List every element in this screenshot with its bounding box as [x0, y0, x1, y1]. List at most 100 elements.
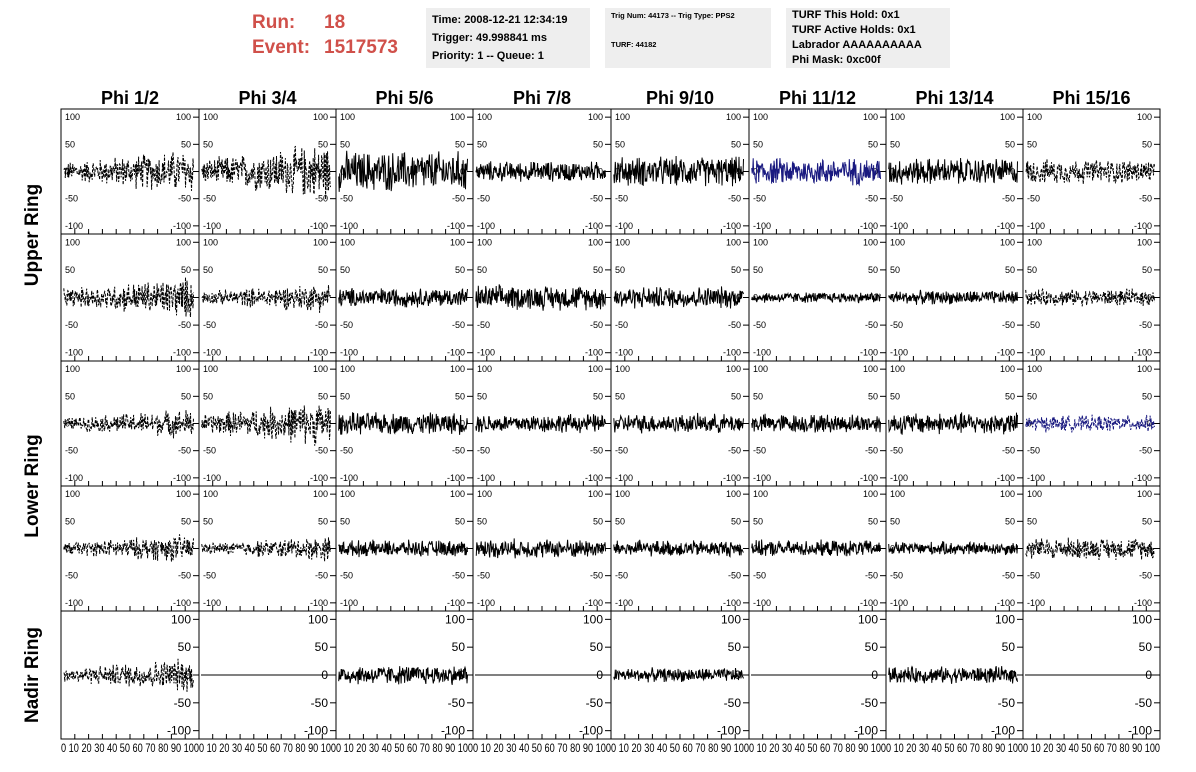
y-tick-label-left: 100	[477, 364, 492, 374]
y-tick-label: 100	[858, 612, 878, 626]
y-tick-label-right: 0	[460, 293, 465, 303]
y-tick-label-right: 50	[868, 139, 878, 149]
waveform-trace	[613, 539, 744, 558]
y-tick-label-left: 50	[65, 265, 75, 275]
y-tick-label-right: -50	[452, 446, 465, 456]
waveform-trace	[613, 412, 744, 434]
x-tick-labels: 0 10 20 30 40 50 60 70 80 90 100	[61, 743, 199, 755]
y-tick-label-left: -100	[615, 221, 633, 231]
y-tick-label-left: 50	[65, 516, 75, 526]
x-tick-labels: 0 10 20 30 40 50 60 70 80 90 100	[749, 743, 886, 755]
y-tick-label-left: -50	[340, 320, 353, 330]
y-tick-label-left: -50	[615, 571, 628, 581]
x-tick-labels: 0 10 20 30 40 50 60 70 80 90 100	[1023, 743, 1160, 755]
y-tick-label-left: -50	[753, 194, 766, 204]
y-tick-label: 50	[865, 640, 879, 654]
y-tick-label-left: -50	[203, 194, 216, 204]
y-tick-label-left: -50	[890, 194, 903, 204]
y-tick-label-right: -100	[860, 221, 878, 231]
waveform-trace	[751, 539, 881, 557]
y-tick-label-right: 50	[731, 391, 741, 401]
y-tick-label-left: 100	[203, 112, 218, 122]
y-tick-label: -100	[1128, 724, 1152, 738]
y-tick-label-right: 50	[593, 516, 603, 526]
y-tick-label-right: -100	[585, 348, 603, 358]
y-tick-label-left: -100	[340, 221, 358, 231]
y-tick-label-right: 50	[1142, 139, 1152, 149]
y-tick-label-left: -50	[65, 571, 78, 581]
y-tick-label-right: -50	[1139, 194, 1152, 204]
y-tick-label-left: 50	[340, 516, 350, 526]
y-tick-label-left: 50	[340, 391, 350, 401]
y-tick-label-left: -100	[340, 348, 358, 358]
y-tick-label: -50	[861, 696, 879, 710]
y-tick-label-right: -50	[315, 571, 328, 581]
y-tick-label-right: 50	[1142, 516, 1152, 526]
y-tick-label-right: -100	[997, 598, 1015, 608]
turf-info-box: TURF This Hold: 0x1 TURF Active Holds: 0…	[786, 8, 950, 68]
y-tick-label-right: 50	[731, 516, 741, 526]
y-tick-label-right: -50	[1139, 571, 1152, 581]
y-tick-label-left: -100	[890, 598, 908, 608]
y-tick-label-right: -100	[310, 221, 328, 231]
waveform-trace	[888, 412, 1018, 435]
y-tick-label-right: 50	[1142, 391, 1152, 401]
y-tick-label-right: -50	[1139, 320, 1152, 330]
panel-frame	[60, 610, 200, 740]
y-tick-label-right: 100	[863, 364, 878, 374]
y-tick-label: 100	[308, 612, 328, 626]
y-tick-label-right: -100	[860, 348, 878, 358]
y-tick-label-right: -50	[315, 446, 328, 456]
y-tick-label-left: -100	[615, 598, 633, 608]
y-tick-label-right: -100	[860, 598, 878, 608]
y-tick-label: -100	[717, 724, 741, 738]
y-tick-label-right: 50	[593, 139, 603, 149]
y-tick-label-left: -50	[477, 320, 490, 330]
y-tick-label-left: 100	[477, 489, 492, 499]
waveform-trace	[201, 145, 331, 200]
y-tick-label-left: 50	[477, 391, 487, 401]
y-tick-label-left: 50	[753, 265, 763, 275]
y-tick-label-right: 0	[323, 419, 328, 429]
y-tick-label: -50	[724, 696, 742, 710]
y-tick-label-left: -50	[65, 320, 78, 330]
y-tick-label-left: 50	[1027, 391, 1037, 401]
column-header: Phi 15/16	[1052, 88, 1130, 108]
y-tick-label-left: -50	[203, 571, 216, 581]
y-tick-label-left: -100	[340, 598, 358, 608]
y-tick-label-left: -100	[65, 221, 83, 231]
y-tick-label-right: 100	[1000, 489, 1015, 499]
y-tick-label-left: 50	[203, 265, 213, 275]
y-tick-label-right: 50	[593, 265, 603, 275]
y-tick-label-left: 50	[753, 139, 763, 149]
y-tick-label-right: -50	[1139, 446, 1152, 456]
y-tick-label-left: -100	[615, 473, 633, 483]
y-tick-label-right: 50	[1142, 265, 1152, 275]
y-tick-label: 100	[995, 612, 1015, 626]
y-tick-label-left: 50	[615, 516, 625, 526]
y-tick-label-left: 100	[1027, 112, 1042, 122]
y-tick-label-right: -100	[723, 473, 741, 483]
y-tick-label-left: 100	[340, 237, 355, 247]
y-tick-label-left: 50	[615, 139, 625, 149]
y-tick-label-right: -100	[1134, 598, 1152, 608]
y-tick-label-right: 100	[1000, 112, 1015, 122]
y-tick-label-left: -50	[890, 446, 903, 456]
y-tick-label-right: -50	[865, 194, 878, 204]
y-tick-label-left: -50	[1027, 446, 1040, 456]
y-tick-label-right: 100	[176, 489, 191, 499]
y-tick-label-left: -50	[890, 320, 903, 330]
y-tick-label-right: 100	[450, 112, 465, 122]
y-tick-label-left: 50	[477, 139, 487, 149]
row-label: Upper Ring	[22, 184, 43, 286]
y-tick-label-right: 100	[726, 364, 741, 374]
y-tick-label-right: 100	[726, 237, 741, 247]
y-tick-label-right: 100	[176, 112, 191, 122]
y-tick-label-right: -50	[590, 194, 603, 204]
y-tick-label-left: 0	[1027, 167, 1032, 177]
phi-mask-line: Phi Mask: 0xc00f	[792, 54, 881, 66]
x-tick-labels: 0 10 20 30 40 50 60 70 80 90 100	[611, 743, 749, 755]
y-tick-label: 50	[452, 640, 466, 654]
y-tick-label-right: -100	[723, 348, 741, 358]
waveform-trace	[1025, 537, 1155, 561]
